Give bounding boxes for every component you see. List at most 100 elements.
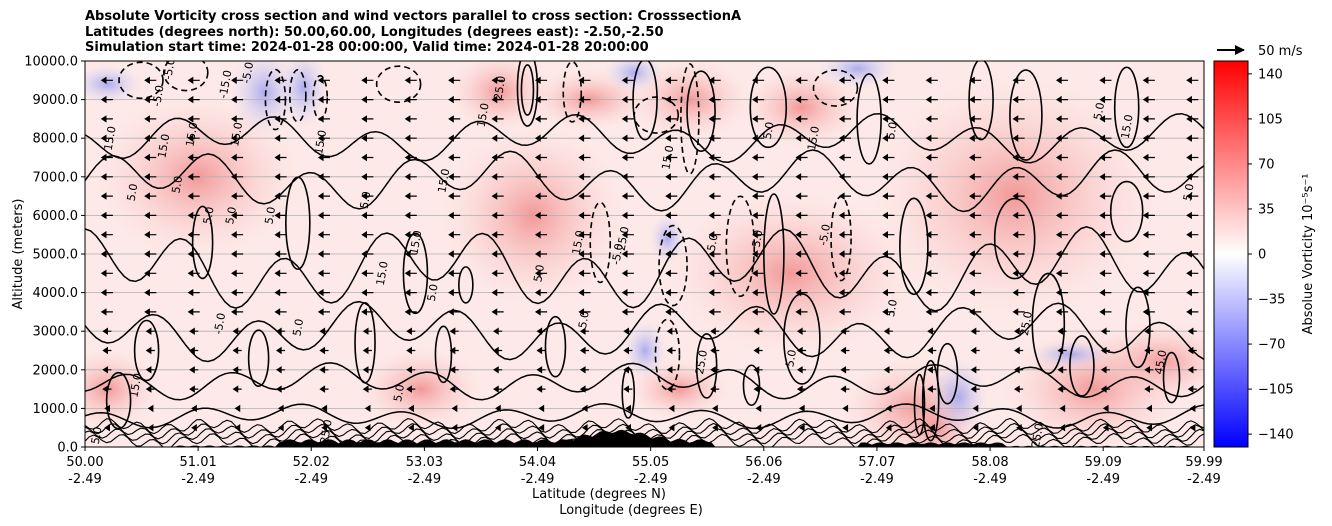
- wind-vector: [1055, 76, 1069, 85]
- wind-vector: [882, 115, 895, 123]
- wind-vector: [231, 308, 244, 316]
- wind-vector: [623, 385, 633, 393]
- x-tick-label-lon: -2.49: [634, 472, 668, 487]
- wind-vector: [361, 173, 374, 181]
- wind-vector: [534, 211, 548, 220]
- wind-vector: [882, 250, 895, 258]
- contour-line: [520, 64, 535, 116]
- wind-vector: [102, 346, 112, 355]
- wind-vector: [838, 192, 851, 200]
- wind-vector: [623, 327, 633, 335]
- colorbar-tick-label: −105: [1258, 383, 1294, 398]
- wind-vector: [448, 95, 461, 104]
- wind-vector: [666, 366, 676, 374]
- wind-vector: [495, 423, 501, 432]
- wind-vector: [144, 269, 157, 278]
- wind-vector: [144, 308, 157, 316]
- wind-vector: [491, 308, 504, 316]
- wind-vector: [925, 230, 938, 239]
- wind-vector: [969, 211, 982, 220]
- wind-vector: [145, 366, 155, 374]
- wind-vector: [534, 192, 548, 200]
- wind-vector: [144, 288, 157, 297]
- wind-vector: [187, 211, 200, 220]
- wind-vector: [361, 211, 374, 220]
- wind-vector: [361, 95, 374, 104]
- wind-vector: [796, 346, 807, 355]
- wind-vector: [319, 385, 329, 393]
- wind-vector: [578, 115, 591, 123]
- wind-vector: [752, 211, 765, 220]
- wind-vector: [319, 366, 329, 374]
- wind-vector: [406, 346, 416, 355]
- contour-label: 5.0: [125, 183, 141, 202]
- wind-vector: [404, 153, 417, 162]
- wind-vector: [361, 288, 374, 297]
- wind-vector: [534, 269, 548, 278]
- wind-vector: [319, 327, 329, 335]
- contour-line: [85, 417, 1204, 435]
- wind-vector: [1187, 366, 1197, 374]
- wind-vector: [1099, 192, 1112, 200]
- wind-vector: [448, 288, 461, 297]
- wind-vector: [536, 327, 546, 335]
- wind-vector: [404, 230, 417, 239]
- wind-vector: [319, 346, 329, 355]
- wind-vector: [274, 308, 287, 316]
- x-tick-label-lon: -2.49: [68, 472, 102, 487]
- contour-label: 5.0: [425, 283, 441, 302]
- wind-vector: [534, 115, 548, 123]
- contour-line: [434, 325, 453, 384]
- wind-vector: [753, 385, 763, 393]
- wind-vector: [795, 269, 808, 278]
- wind-vector: [752, 173, 765, 181]
- wind-vector: [665, 308, 678, 316]
- wind-vector: [491, 230, 504, 239]
- wind-vector: [579, 346, 589, 355]
- wind-vector: [795, 153, 808, 162]
- contour-line: [1109, 180, 1144, 243]
- wind-vector: [277, 404, 284, 413]
- wind-vector: [538, 423, 545, 432]
- wind-vector: [1012, 115, 1025, 123]
- wind-vector: [274, 134, 287, 142]
- x-axis-label-latitude: Latitude (degrees N): [532, 487, 666, 502]
- wind-vector: [969, 269, 982, 278]
- wind-vector: [317, 250, 330, 258]
- wind-vector: [621, 230, 634, 239]
- wind-vector: [753, 366, 763, 374]
- wind-vector: [232, 327, 242, 335]
- wind-vector: [883, 366, 893, 374]
- wind-vector: [536, 366, 546, 374]
- contour-label: 5.0: [1181, 183, 1197, 202]
- wind-vector: [362, 346, 372, 355]
- wind-vector: [795, 134, 808, 142]
- contour-label: 5.0: [884, 298, 900, 317]
- wind-vector: [449, 366, 459, 374]
- wind-vector: [838, 115, 851, 123]
- contour-label: 15.0: [102, 125, 119, 151]
- wind-vector: [538, 404, 545, 413]
- wind-vector: [882, 95, 895, 104]
- wind-vector: [102, 366, 112, 374]
- contour-line: [725, 195, 756, 298]
- contour-line: [1162, 351, 1181, 404]
- contour-line: [742, 364, 761, 407]
- wind-vector: [317, 230, 330, 239]
- wind-vector: [578, 192, 591, 200]
- wind-vector: [798, 404, 805, 413]
- wind-vector: [1142, 173, 1155, 181]
- wind-vector: [274, 192, 287, 200]
- wind-vector: [1012, 153, 1025, 162]
- wind-vector: [1144, 327, 1154, 335]
- wind-vector: [232, 346, 242, 355]
- wind-vector: [795, 250, 808, 258]
- wind-vector: [362, 385, 372, 393]
- wind-vector: [969, 115, 982, 123]
- wind-vector: [969, 250, 982, 258]
- contour-label: -5.0: [150, 84, 167, 107]
- y-tick-label: 9000.0: [33, 93, 79, 108]
- y-axis: 0.0 1000.0 2000.0 3000.0 4000.0 5000.0 6000.0 7…: [24, 55, 85, 456]
- wind-vector: [1099, 308, 1112, 316]
- wind-vector: [144, 76, 157, 85]
